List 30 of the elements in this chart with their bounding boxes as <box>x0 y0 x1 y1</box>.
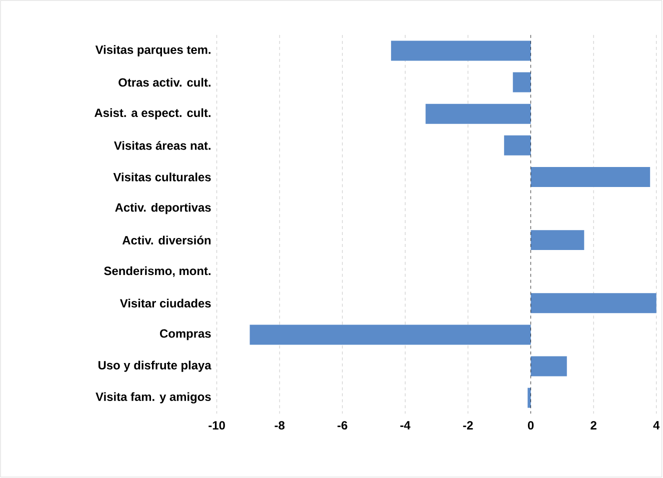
bar <box>250 324 531 345</box>
y-tick-label: Visitar ciudades <box>120 299 211 308</box>
x-tick-label: 4 <box>653 421 660 430</box>
bar <box>504 136 531 156</box>
x-tick-label: 0 <box>528 421 534 430</box>
y-tick-label: Activ. deportivas <box>115 203 211 214</box>
y-tick-label: Otras activ. cult. <box>118 78 210 87</box>
bar <box>530 356 567 376</box>
y-tick-label: Visitas áreas nat. <box>114 141 210 150</box>
bar <box>530 167 650 188</box>
x-tick-label: -6 <box>338 421 348 430</box>
x-tick-label: -2 <box>463 421 473 430</box>
bar <box>530 293 656 314</box>
bar <box>391 40 531 61</box>
x-tick-label: -4 <box>400 421 410 430</box>
x-tick-label: -8 <box>274 421 285 430</box>
bar <box>528 388 531 408</box>
y-tick-label: Senderismo, mont. <box>104 266 210 278</box>
bar <box>426 104 531 124</box>
y-tick-label: Uso y disfrute playa <box>98 360 212 372</box>
y-tick-label: Visita fam. y amigos <box>96 392 211 404</box>
bar <box>512 72 531 93</box>
y-tick-label: Activ. diversión <box>122 236 211 245</box>
y-tick-label: Visitas culturales <box>113 172 211 182</box>
y-tick-label: Compras <box>160 330 211 340</box>
y-tick-label: Asist. a espect. cult. <box>94 108 210 120</box>
y-tick-label: Visitas parques tem. <box>95 45 210 57</box>
x-tick-label: -10 <box>208 421 225 430</box>
bar <box>530 230 584 250</box>
x-tick-label: 2 <box>590 421 596 430</box>
